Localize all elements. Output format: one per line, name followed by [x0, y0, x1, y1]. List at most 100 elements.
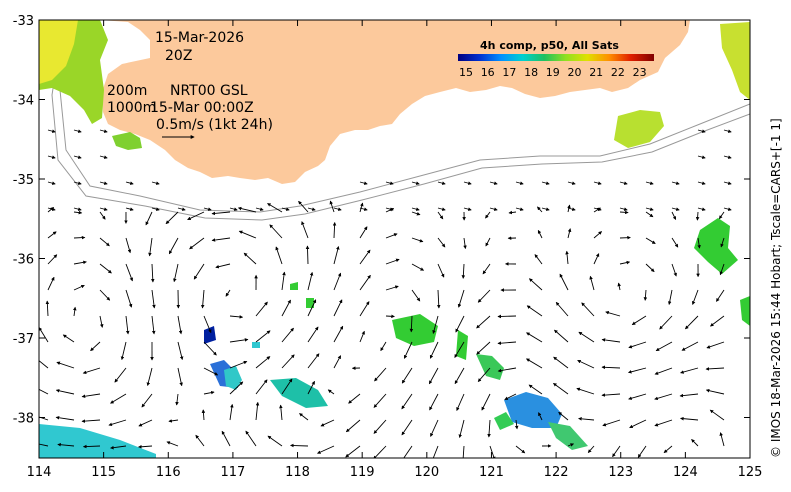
sst-patch-e1: [694, 218, 738, 274]
current-vector: [401, 419, 413, 436]
current-vector: [710, 315, 725, 327]
current-vector: [637, 445, 647, 458]
current-vector: [245, 430, 257, 447]
current-vector: [57, 442, 75, 447]
current-vector: [487, 419, 491, 438]
current-vector: [578, 417, 595, 421]
current-vector: [359, 181, 368, 185]
current-vector: [602, 419, 621, 427]
sst-patch-cyan-sw: [39, 424, 156, 458]
current-vector: [631, 315, 647, 326]
sst-patch-small3: [252, 342, 260, 348]
current-vector: [138, 419, 153, 427]
current-vector: [298, 200, 309, 213]
current-vector: [73, 181, 82, 185]
current-vector: [345, 445, 361, 458]
x-tick-label: 118: [285, 465, 310, 480]
current-vector: [515, 445, 526, 454]
current-vector: [461, 263, 466, 279]
current-vector: [229, 381, 244, 395]
current-vector: [177, 315, 183, 335]
current-vector: [537, 206, 543, 213]
current-vector: [267, 435, 283, 447]
current-vector: [385, 181, 394, 185]
current-vector: [587, 445, 595, 454]
current-vector: [243, 252, 257, 265]
current-vector: [432, 315, 439, 334]
current-vector: [125, 289, 133, 308]
annotation-depth-200m: 200m: [107, 83, 147, 99]
current-vector: [47, 181, 56, 185]
current-vector: [73, 210, 83, 215]
current-vector: [317, 445, 335, 454]
current-vector: [716, 289, 725, 302]
y-tick-label: -37: [13, 332, 34, 347]
current-vector: [697, 207, 706, 211]
colorbar-label: 23: [633, 66, 647, 79]
y-tick-label: -34: [13, 94, 34, 109]
current-vector: [720, 237, 725, 248]
current-vector: [437, 207, 446, 211]
x-tick-label: 119: [350, 465, 375, 480]
current-vector: [489, 207, 498, 211]
current-vector: [73, 260, 87, 265]
current-vector: [307, 207, 316, 211]
current-vector: [709, 409, 725, 421]
current-vector: [567, 207, 576, 211]
sst-patch-small2: [306, 298, 314, 308]
current-vector: [203, 341, 217, 356]
current-vector: [437, 211, 444, 220]
current-vector: [538, 412, 543, 421]
current-vector: [333, 299, 343, 317]
current-vector: [455, 315, 465, 333]
current-vector: [411, 237, 424, 243]
current-vector: [541, 181, 550, 185]
current-vector: [482, 263, 491, 275]
current-vector: [39, 443, 49, 447]
current-vector: [680, 416, 699, 421]
current-vector: [281, 354, 295, 369]
x-tick-label: 125: [738, 465, 763, 480]
current-vector: [99, 129, 108, 133]
current-vector: [203, 207, 212, 211]
current-vector: [403, 341, 413, 359]
current-vector: [62, 334, 75, 343]
current-vector: [211, 237, 231, 242]
current-vector: [255, 356, 271, 369]
current-vector: [99, 181, 108, 185]
current-vector: [333, 355, 342, 369]
current-vector: [237, 206, 257, 213]
current-vector: [99, 155, 108, 159]
current-vector: [463, 237, 467, 250]
sst-layer: [39, 20, 750, 458]
current-vector: [691, 439, 699, 447]
current-vector: [255, 301, 268, 317]
current-vector: [281, 378, 293, 395]
y-tick-label: -36: [13, 253, 34, 268]
current-vector: [39, 388, 49, 395]
current-vector: [320, 419, 335, 427]
x-tick-label: 120: [414, 465, 439, 480]
current-vector: [576, 387, 595, 395]
sst-patch-east-shelf: [614, 110, 664, 148]
current-vector: [497, 314, 517, 319]
current-vector: [619, 260, 631, 265]
current-vector: [56, 361, 75, 369]
current-vector: [151, 289, 156, 309]
colorbar: [458, 54, 654, 61]
current-vector: [281, 207, 290, 211]
annotation-depth-1000m: 1000m: [107, 100, 156, 116]
current-vector: [73, 129, 82, 133]
current-vector: [125, 181, 134, 185]
current-vector: [73, 155, 82, 159]
current-vector: [307, 271, 314, 291]
colorbar-label: 21: [589, 66, 603, 79]
current-vector: [73, 235, 86, 240]
current-vector: [463, 207, 472, 211]
current-vector: [719, 263, 725, 276]
current-vector: [329, 200, 335, 213]
sst-patch-dark-blue: [204, 326, 216, 344]
current-vector: [281, 327, 294, 343]
current-vector: [554, 329, 569, 343]
current-vector: [684, 315, 699, 330]
